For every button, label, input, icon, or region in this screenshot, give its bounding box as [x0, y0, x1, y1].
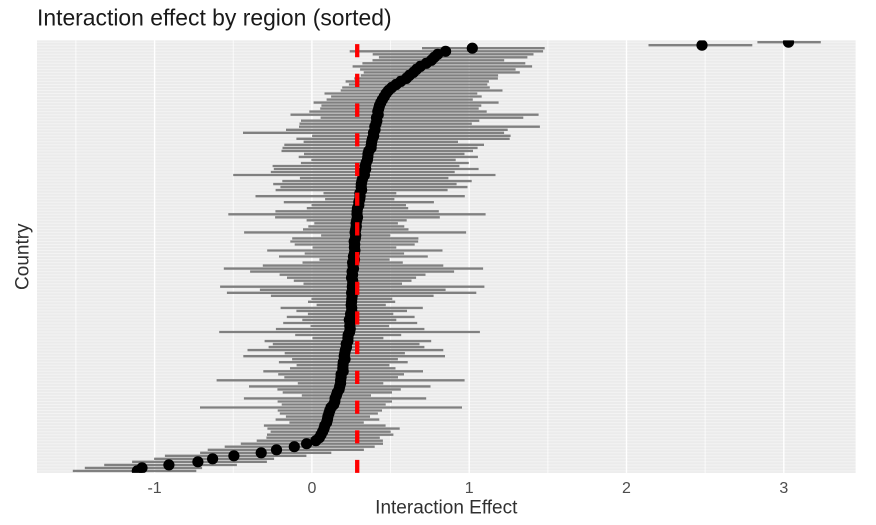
svg-text:Country: Country [13, 223, 34, 290]
svg-text:-1: -1 [147, 480, 161, 497]
svg-text:Interaction effect by region (: Interaction effect by region (sorted) [37, 4, 392, 30]
svg-text:2: 2 [622, 480, 631, 497]
svg-text:0: 0 [307, 480, 316, 497]
svg-text:1: 1 [465, 480, 474, 497]
svg-text:3: 3 [779, 480, 788, 497]
svg-text:Interaction Effect: Interaction Effect [375, 498, 518, 519]
